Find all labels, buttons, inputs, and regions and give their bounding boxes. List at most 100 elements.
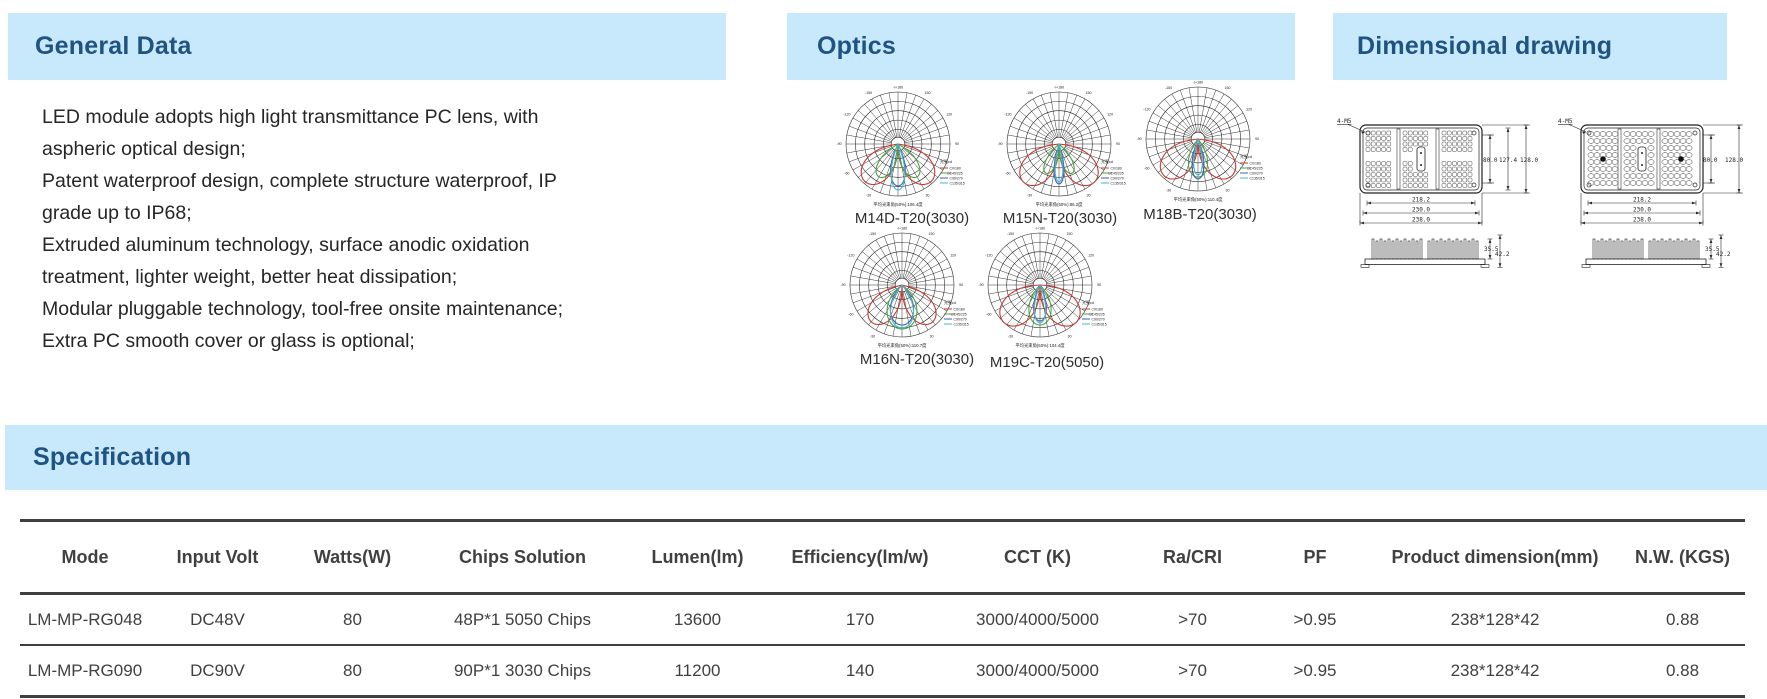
- polar-caption: 平均光束角(50%):106.4度: [873, 201, 923, 208]
- polar-caption: 平均光束角(50%):86.2度: [1036, 201, 1084, 208]
- svg-text:C90/270: C90/270: [954, 317, 967, 321]
- column-header: Efficiency(lm/w): [770, 519, 950, 595]
- svg-text:-/+180: -/+180: [1035, 227, 1045, 231]
- table-cell: 170: [845, 609, 875, 629]
- svg-text:C45/225: C45/225: [1111, 171, 1124, 175]
- svg-text:-/+180: -/+180: [897, 227, 907, 231]
- optics-title: Optics: [817, 32, 896, 60]
- column-header: N.W. (KGS): [1620, 519, 1745, 595]
- svg-text:-120: -120: [847, 254, 854, 258]
- svg-text:-120: -120: [985, 254, 992, 258]
- svg-text:C135/315: C135/315: [954, 322, 969, 326]
- general-data-header-bar: General Data: [8, 13, 726, 80]
- svg-text:C45/225: C45/225: [1250, 166, 1263, 170]
- svg-text:90: 90: [959, 283, 963, 287]
- table-cell: 48P*1 5050 Chips: [453, 609, 592, 629]
- svg-text:-30: -30: [1166, 188, 1171, 192]
- svg-text:90: 90: [1255, 137, 1259, 141]
- svg-text:150: 150: [1067, 232, 1073, 236]
- svg-text:C135/315: C135/315: [1111, 181, 1126, 185]
- svg-text:-90: -90: [840, 283, 845, 287]
- svg-text:128.0: 128.0: [1520, 157, 1538, 164]
- general-data-line: aspheric optical design;: [42, 138, 246, 160]
- table-cell: LM-MP-RG048: [27, 609, 143, 629]
- svg-text:-60: -60: [844, 172, 849, 176]
- polar-diagram-label: M15N-T20(3030): [1002, 210, 1118, 227]
- svg-text:30: 30: [926, 193, 930, 197]
- table-cell: DC90V: [150, 644, 285, 698]
- table-cell: >0.95: [1260, 644, 1370, 698]
- svg-text:128.0: 128.0: [1725, 157, 1743, 164]
- dimensional-drawing: 4-M5 218.2 230.0 238.0 80.0 127.4 128.0 35.5 42.…: [1332, 83, 1557, 288]
- polar-diagram-label: M19C-T20(5050): [989, 354, 1105, 371]
- general-data-line: Extra PC smooth cover or glass is option…: [42, 330, 415, 352]
- svg-text:-30: -30: [866, 193, 871, 197]
- legend-title: 光强cd: [1082, 300, 1094, 305]
- column-header: Input Volt: [150, 519, 285, 595]
- svg-text:C135/315: C135/315: [950, 181, 965, 185]
- svg-text:C0/180: C0/180: [950, 166, 961, 170]
- table-cell: 3000/4000/5000: [976, 609, 1099, 629]
- svg-text:90: 90: [1116, 142, 1120, 146]
- svg-text:230.0: 230.0: [1412, 206, 1430, 213]
- screw-callout: 4-M5: [1337, 118, 1352, 125]
- table-cell: 3000/4000/5000: [950, 644, 1125, 698]
- svg-text:-90: -90: [1136, 137, 1141, 141]
- svg-text:-/+180: -/+180: [1193, 81, 1203, 85]
- svg-text:120: 120: [1088, 254, 1094, 258]
- polar-diagram: -/+180 150 -150 120 -120 90 -90 60 -60 30 -30 光强cd C…: [833, 84, 983, 234]
- polar-diagram-label: M16N-T20(3030): [859, 351, 975, 368]
- svg-text:60: 60: [1108, 172, 1112, 176]
- table-cell: 11200: [625, 644, 770, 698]
- table-cell: 80: [285, 644, 420, 698]
- svg-text:-60: -60: [1005, 172, 1010, 176]
- legend-title: 光强cd: [1240, 154, 1252, 159]
- svg-text:C90/270: C90/270: [1111, 176, 1124, 180]
- svg-text:-90: -90: [978, 283, 983, 287]
- svg-text:218.2: 218.2: [1412, 196, 1430, 203]
- svg-text:230.0: 230.0: [1633, 206, 1651, 213]
- polar-diagram: -/+180 150 -150 120 -120 90 -90 60 -60 30 -30 光强cd C…: [1133, 79, 1283, 229]
- svg-text:-30: -30: [870, 334, 875, 338]
- svg-text:80.0: 80.0: [1703, 157, 1718, 164]
- svg-text:60: 60: [951, 313, 955, 317]
- table-cell: 0.88: [1665, 609, 1700, 629]
- svg-text:-30: -30: [1008, 334, 1013, 338]
- spec-table: Mode Input Volt Watts(W) Chips Solution Lume…: [20, 519, 1745, 698]
- svg-text:-150: -150: [869, 232, 876, 236]
- screw-callout: 4-M5: [1558, 118, 1573, 125]
- svg-text:30: 30: [1087, 193, 1091, 197]
- svg-text:60: 60: [1089, 313, 1093, 317]
- svg-text:-150: -150: [1165, 86, 1172, 90]
- beam-curve: [889, 284, 915, 326]
- svg-text:-150: -150: [1007, 232, 1014, 236]
- beam-curve: [1033, 284, 1047, 322]
- table-cell: 238*128*42: [1370, 644, 1620, 698]
- polar-caption: 平均光束角(50%):110.4度: [1174, 196, 1224, 203]
- svg-text:120: 120: [1246, 108, 1252, 112]
- dimensional-drawing: 4-M5 218.2 230.0 238.0 80.0 128.0 35.5 42.2: [1553, 83, 1767, 288]
- specification-title: Specification: [33, 443, 192, 471]
- general-data-line: LED module adopts high light transmittan…: [42, 106, 539, 128]
- svg-text:30: 30: [1226, 188, 1230, 192]
- column-header: Chips Solution: [420, 519, 625, 595]
- svg-text:-150: -150: [865, 91, 872, 95]
- svg-text:-/+180: -/+180: [1054, 86, 1064, 90]
- table-row: LM-MP-RG048 DC48V 80 48P*1 5050 Chips 13600 1…: [20, 594, 1745, 646]
- svg-text:60: 60: [1247, 167, 1251, 171]
- table-cell: 140: [770, 644, 950, 698]
- svg-text:42.2: 42.2: [1716, 251, 1731, 258]
- column-header: PF: [1260, 519, 1370, 595]
- general-data-title: General Data: [35, 32, 192, 60]
- table-cell: 13600: [673, 609, 722, 629]
- general-data-line: treatment, lighter weight, better heat d…: [42, 266, 458, 288]
- svg-text:C45/225: C45/225: [954, 312, 967, 316]
- svg-text:120: 120: [1107, 113, 1113, 117]
- svg-text:-120: -120: [843, 113, 850, 117]
- svg-text:C90/270: C90/270: [1092, 317, 1105, 321]
- svg-text:C135/315: C135/315: [1092, 322, 1107, 326]
- svg-text:-120: -120: [1004, 113, 1011, 117]
- spec-table-header-row: Mode Input Volt Watts(W) Chips Solution Lume…: [20, 519, 1745, 595]
- general-data-line: Modular pluggable technology, tool-free …: [42, 298, 564, 320]
- specification-header-bar: Specification: [5, 425, 1767, 490]
